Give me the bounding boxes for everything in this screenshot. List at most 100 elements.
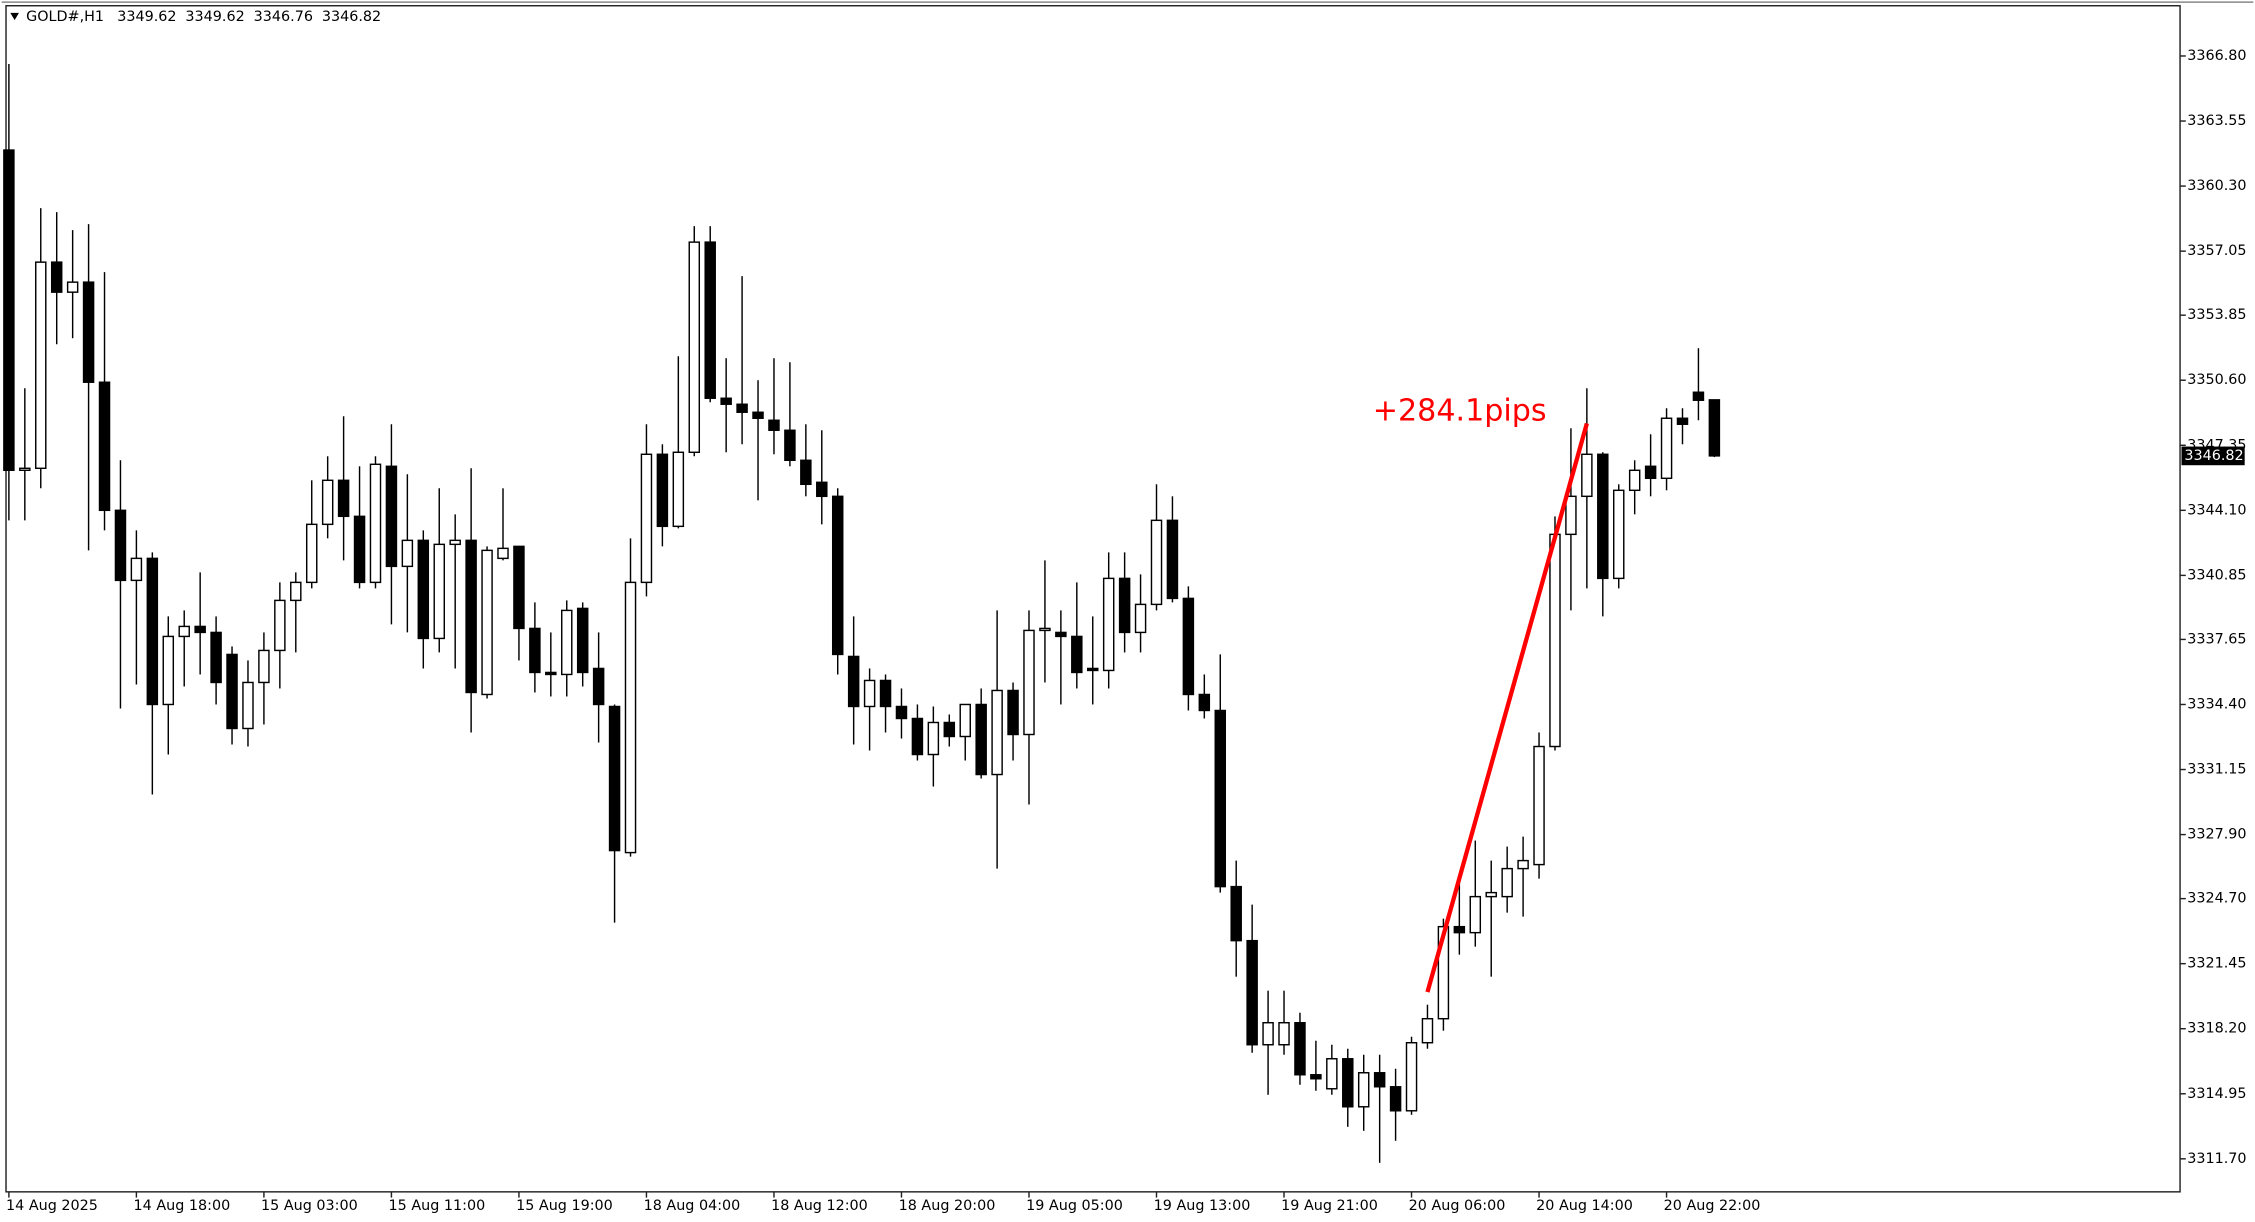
bear-body <box>1166 519 1179 600</box>
x-tick-label: 19 Aug 05:00 <box>1026 1198 1123 1214</box>
bear-body <box>1230 885 1242 942</box>
bear-body <box>1214 709 1227 888</box>
x-tick-label: 18 Aug 20:00 <box>899 1198 996 1214</box>
bear-body <box>98 381 111 512</box>
bull-body <box>688 241 701 454</box>
y-tick-label: 3357.05 <box>2187 243 2246 259</box>
bear-body <box>50 261 63 293</box>
bear-body <box>847 655 860 708</box>
bull-body <box>1612 489 1625 580</box>
bear-body <box>1373 1072 1386 1088</box>
bear-body <box>1597 453 1609 580</box>
bear-body <box>576 607 589 674</box>
bull-body <box>497 547 509 560</box>
bear-body <box>1708 399 1721 457</box>
annotation-label: +284.1pips <box>1373 393 1547 428</box>
y-tick-label: 3340.85 <box>2187 567 2246 583</box>
bear-body <box>800 459 812 486</box>
bull-body <box>1628 469 1641 492</box>
bull-body <box>927 721 940 756</box>
x-tick-label: 15 Aug 11:00 <box>389 1198 486 1214</box>
bear-body <box>465 539 477 694</box>
x-tick-label: 19 Aug 21:00 <box>1281 1198 1378 1214</box>
symbol: GOLD#,H1 <box>26 9 104 25</box>
bear-body <box>1007 689 1019 736</box>
bear-body <box>1055 631 1067 638</box>
x-tick-label: 14 Aug 18:00 <box>134 1198 231 1214</box>
header-close: 3346.82 <box>322 9 381 25</box>
y-tick-label: 3366.80 <box>2187 48 2246 64</box>
bull-body <box>1581 453 1593 498</box>
y-tick-label: 3334.40 <box>2187 696 2246 712</box>
x-tick-label: 15 Aug 03:00 <box>261 1198 358 1214</box>
header-low: 3346.76 <box>254 9 313 25</box>
bull-body <box>433 543 445 640</box>
bull-body <box>1517 859 1529 870</box>
bull-body <box>274 599 286 652</box>
bull-body <box>1565 495 1577 536</box>
y-tick-label: 3324.70 <box>2187 891 2246 907</box>
y-tick-label: 3363.55 <box>2187 113 2246 129</box>
bear-body <box>736 403 748 413</box>
bear-body <box>226 653 238 730</box>
y-tick-label: 3350.60 <box>2187 372 2246 388</box>
bear-body <box>752 411 764 419</box>
bear-body <box>1182 597 1195 696</box>
bear-body <box>608 705 621 852</box>
bull-body <box>401 539 414 568</box>
bear-body <box>146 557 159 706</box>
header-high: 3349.62 <box>185 9 244 25</box>
bull-body <box>1437 925 1450 1020</box>
x-tick-label: 18 Aug 04:00 <box>644 1198 741 1214</box>
bull-body <box>624 581 637 854</box>
bear-body <box>194 625 206 634</box>
menu-arrow[interactable] <box>10 12 19 21</box>
y-tick-label: 3311.70 <box>2187 1151 2246 1167</box>
bull-body <box>1150 519 1163 606</box>
bull-body <box>863 679 876 708</box>
current-price-label: 3346.82 <box>2184 448 2243 464</box>
bull-body <box>1533 745 1545 866</box>
bull-body <box>290 581 302 602</box>
y-tick-label: 3344.10 <box>2187 502 2246 518</box>
bear-body <box>831 495 844 656</box>
x-tick-label: 14 Aug 2025 <box>6 1198 98 1214</box>
bull-body <box>321 479 334 526</box>
bull-body <box>1326 1058 1338 1090</box>
bear-body <box>1644 465 1657 480</box>
x-tick-label: 18 Aug 12:00 <box>771 1198 868 1214</box>
bear-body <box>1310 1074 1322 1080</box>
trend-line <box>1425 422 1589 993</box>
bear-body <box>911 717 924 756</box>
bear-body <box>3 149 15 472</box>
x-tick-label: 20 Aug 14:00 <box>1536 1198 1633 1214</box>
bull-body <box>1023 629 1035 736</box>
bear-body <box>1071 635 1083 674</box>
y-tick-label: 3314.95 <box>2187 1086 2246 1102</box>
bear-body <box>1692 391 1705 401</box>
header-open: 3349.62 <box>117 9 176 25</box>
bear-body <box>1087 667 1099 672</box>
bull-body <box>1278 1021 1290 1046</box>
bear-body <box>943 721 956 738</box>
bull-body <box>1262 1021 1274 1046</box>
bull-body <box>1134 603 1147 634</box>
plot-frame <box>5 5 2181 1193</box>
bull-body <box>1660 417 1673 480</box>
bear-body <box>114 509 127 582</box>
bear-body <box>337 479 350 518</box>
bear-body <box>529 627 541 674</box>
bull-body <box>369 463 382 584</box>
y-tick-label: 3360.30 <box>2187 178 2246 194</box>
bear-body <box>417 539 430 640</box>
bear-body <box>1676 417 1689 425</box>
bear-body <box>895 705 908 720</box>
bear-body <box>975 703 987 776</box>
bull-body <box>672 451 685 528</box>
bull-body <box>449 539 461 546</box>
bull-body <box>242 681 254 730</box>
bull-body <box>561 609 573 676</box>
bear-body <box>82 281 95 383</box>
bull-body <box>19 467 31 472</box>
bear-body <box>656 453 669 528</box>
